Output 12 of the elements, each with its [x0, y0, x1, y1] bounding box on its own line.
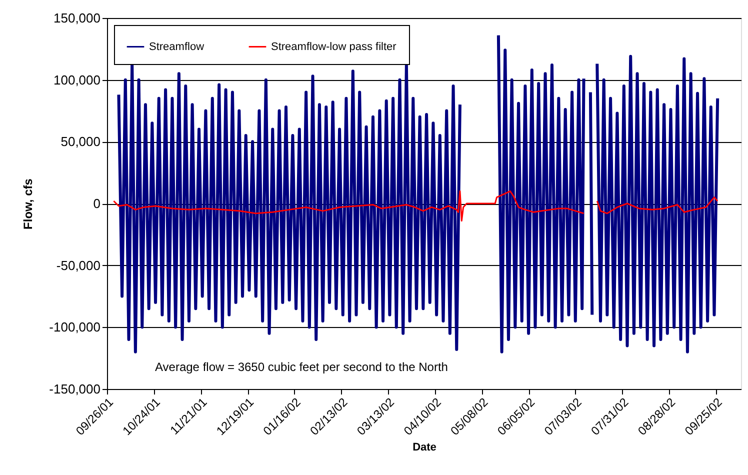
y-tick-label: 100,000: [54, 72, 100, 88]
legend-label: Streamflow-low pass filter: [271, 40, 397, 53]
y-tick-label: 0: [93, 196, 100, 211]
y-axis-title: Flow, cfs: [21, 178, 36, 230]
y-tick-label: -50,000: [56, 258, 100, 273]
x-axis-title: Date: [412, 441, 436, 454]
y-tick-label: -100,000: [49, 320, 100, 335]
y-tick-label: -150,000: [49, 382, 100, 396]
y-tick-label: 150,000: [54, 10, 100, 26]
y-tick-label: 50,000: [60, 134, 100, 150]
annotation: Average flow = 3650 cubic feet per second to the North: [155, 360, 448, 374]
legend-label: Streamflow: [149, 40, 204, 53]
